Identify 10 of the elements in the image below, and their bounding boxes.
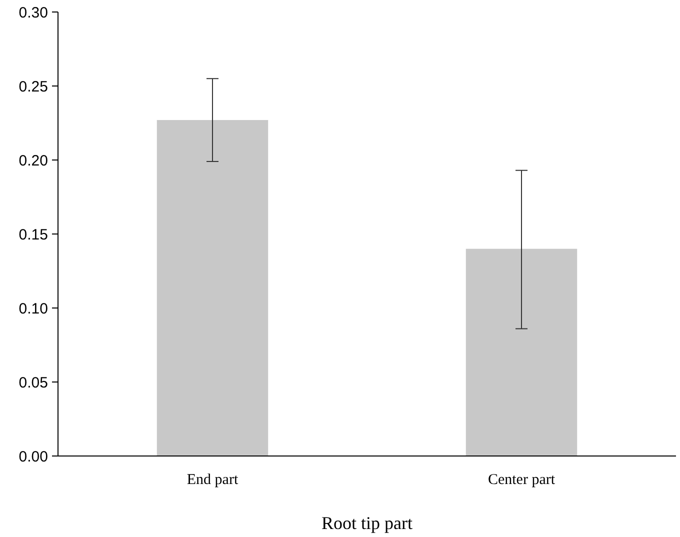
x-axis-title: Root tip part: [322, 513, 412, 533]
y-tick-label: 0.10: [18, 300, 48, 318]
y-tick-label: 0.00: [18, 448, 48, 466]
x-tick-label: Center part: [488, 472, 556, 488]
y-tick-label: 0.20: [18, 152, 48, 170]
y-tick-label: 0.15: [18, 226, 48, 244]
y-tick-label: 0.30: [18, 4, 48, 22]
y-tick-label: 0.05: [18, 374, 48, 392]
x-tick-label: End part: [186, 472, 239, 488]
y-tick-label: 0.25: [18, 78, 48, 96]
